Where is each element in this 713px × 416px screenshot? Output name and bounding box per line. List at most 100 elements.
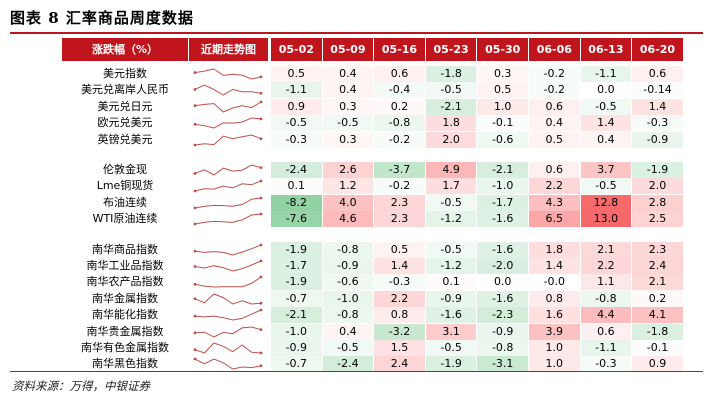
heatmap-table: 涨跌幅（%） 近期走势图 05-02 05-09 05-16 05-23 05-30 06-0… <box>62 38 683 374</box>
value-cell: -1.6 <box>425 307 477 324</box>
value-cell: -0.6 <box>477 131 528 148</box>
value-cell: -7.6 <box>271 211 322 228</box>
value-cell: -1.8 <box>632 323 683 340</box>
sparkline-marker <box>193 331 197 334</box>
value-cell: 0.4 <box>322 323 374 340</box>
value-cell: -1.0 <box>271 323 322 340</box>
trend-sparkline <box>193 164 263 176</box>
value-cell: -1.6 <box>477 290 528 307</box>
trend-sparkline <box>193 179 263 193</box>
value-cell: -0.14 <box>632 82 683 99</box>
value-cell: -0.5 <box>322 340 374 356</box>
sparkline-marker <box>193 71 197 74</box>
value-cell: -1.2 <box>425 211 477 228</box>
value-cell: 0.3 <box>477 66 528 82</box>
value-cell: 0.4 <box>580 131 632 148</box>
sparkline-marker <box>193 103 197 107</box>
trend-sparkline <box>193 259 263 272</box>
value-cell: -3.7 <box>374 162 425 178</box>
value-cell: 0.5 <box>271 66 322 82</box>
value-cell: 1.8 <box>529 241 580 258</box>
row-label: WTI原油连续 <box>92 212 158 226</box>
value-cell: 0.5 <box>529 131 580 148</box>
footer-rule <box>10 371 703 372</box>
value-cell: 0.4 <box>322 82 374 99</box>
sparkline-path <box>194 276 262 288</box>
value-cell: 0.1 <box>425 274 477 291</box>
value-cell: -1.8 <box>425 66 477 82</box>
sparkline-marker <box>259 243 263 246</box>
value-cell: -1.1 <box>580 340 632 356</box>
sparkline-marker <box>259 196 263 200</box>
value-cell: 2.0 <box>632 178 683 195</box>
value-cell: -3.2 <box>374 323 425 340</box>
value-cell: -0.5 <box>322 115 374 132</box>
value-cell: 4.6 <box>322 211 374 228</box>
value-cell: 1.4 <box>632 98 683 115</box>
value-cell: 0.1 <box>271 178 322 195</box>
value-cell: -1.9 <box>271 241 322 258</box>
value-cell: -0.8 <box>374 115 425 132</box>
value-cell: -0.2 <box>529 66 580 82</box>
value-cell: 4.9 <box>425 162 477 178</box>
value-cell: -0.9 <box>425 290 477 307</box>
value-cell: -1.7 <box>271 258 322 274</box>
value-cell: -1.9 <box>632 162 683 178</box>
value-cell: -0.5 <box>425 194 477 211</box>
value-cell: -0.5 <box>580 98 632 115</box>
header-date: 06-20 <box>632 38 683 61</box>
value-cell: 0.6 <box>374 66 425 82</box>
sparkline-path <box>194 197 262 209</box>
value-cell: -0.1 <box>632 340 683 356</box>
sparkline-marker <box>193 348 197 352</box>
sparkline-marker <box>259 100 263 104</box>
value-cell: -0.8 <box>322 241 374 258</box>
value-cell: 4.1 <box>632 307 683 324</box>
sparkline-marker <box>259 308 263 312</box>
value-cell: -0.9 <box>477 323 528 340</box>
sparkline-marker <box>193 357 197 361</box>
value-cell: -0.1 <box>477 115 528 132</box>
value-cell: 3.1 <box>425 323 477 340</box>
sparkline-path <box>194 101 262 113</box>
value-cell: 2.1 <box>632 274 683 291</box>
sparkline-marker <box>193 88 197 92</box>
value-cell: 2.3 <box>632 241 683 258</box>
value-cell: 1.0 <box>529 356 580 373</box>
value-cell: -1.1 <box>271 82 322 99</box>
row-label: 南华工业品指数 <box>86 259 164 272</box>
value-cell: -0.7 <box>271 356 322 373</box>
value-cell: 1.4 <box>529 258 580 274</box>
sparkline-marker <box>193 189 197 193</box>
sparkline-path <box>194 309 262 321</box>
sparkline-marker <box>259 166 263 170</box>
value-cell: -0.5 <box>580 178 632 195</box>
sparkline-marker <box>259 259 263 263</box>
value-cell: 1.2 <box>322 178 374 195</box>
row-label: 布油连续 <box>103 195 147 209</box>
sparkline-path <box>194 134 262 146</box>
value-cell: -1.1 <box>580 66 632 82</box>
header-date: 06-13 <box>580 38 632 61</box>
value-cell: -1.6 <box>477 211 528 228</box>
value-cell: 1.6 <box>529 307 580 324</box>
value-cell: -0.3 <box>580 356 632 373</box>
value-cell: 1.7 <box>425 178 477 195</box>
value-cell: -2.4 <box>322 356 374 373</box>
trend-sparkline <box>193 326 263 338</box>
value-cell: 0.4 <box>322 66 374 82</box>
trend-sparkline <box>193 68 263 80</box>
value-cell: 2.4 <box>374 356 425 373</box>
value-cell: 2.3 <box>374 211 425 228</box>
value-cell: 0.0 <box>597 83 615 97</box>
sparkline-marker <box>259 117 263 121</box>
sparkline-marker <box>193 172 197 175</box>
value-cell: -0.9 <box>271 340 322 356</box>
value-cell: 0.6 <box>580 323 632 340</box>
value-cell: -0.3 <box>374 274 425 291</box>
value-cell: 4.0 <box>322 194 374 211</box>
value-cell: 1.8 <box>425 115 477 132</box>
value-cell: 2.5 <box>632 211 683 228</box>
value-cell: 0.6 <box>529 98 580 115</box>
row-label: 美元兑离岸人民币 <box>81 83 169 97</box>
